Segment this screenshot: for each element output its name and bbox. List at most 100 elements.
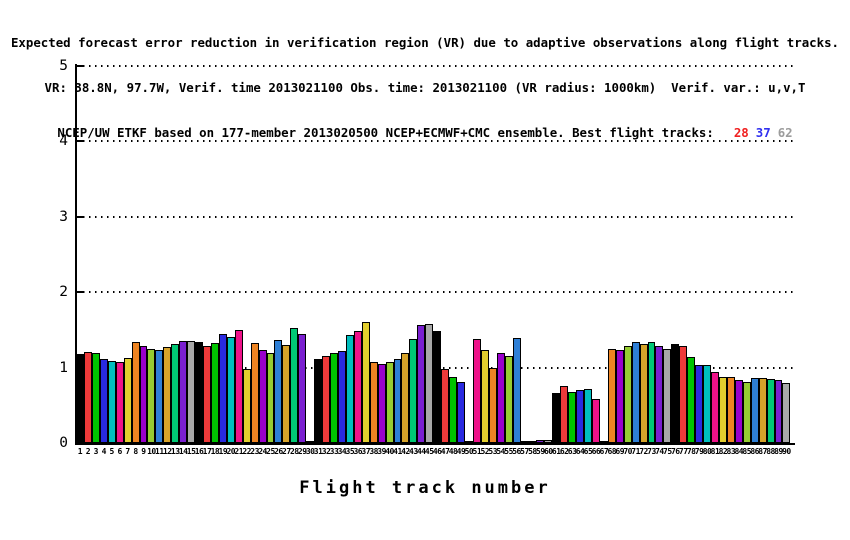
- flight-track-bar-41: [394, 359, 402, 443]
- flight-track-bar-19: [219, 334, 227, 443]
- y-axis-label-3: 3: [40, 209, 68, 225]
- flight-track-bar-4: [100, 359, 108, 443]
- x-axis-label-9: 9: [141, 447, 145, 456]
- flight-track-bar-78: [687, 357, 695, 443]
- x-tick-cell: 1: [76, 447, 84, 457]
- flight-track-bar-72: [640, 344, 648, 443]
- flight-track-bar-18: [211, 343, 219, 443]
- x-tick-cell: 5: [108, 447, 116, 457]
- flight-track-bar-21: [235, 330, 243, 443]
- flight-track-bar-84: [735, 380, 743, 443]
- flight-track-bar-68: [608, 349, 616, 443]
- flight-track-bar-28: [290, 328, 298, 443]
- flight-track-bar-5: [108, 361, 116, 443]
- flight-track-bar-11: [155, 350, 163, 443]
- flight-track-bar-83: [727, 377, 735, 443]
- flight-track-bar-64: [576, 390, 584, 443]
- flight-track-bar-17: [203, 346, 211, 443]
- flight-track-bar-66: [592, 399, 600, 443]
- flight-track-bar-37: [362, 322, 370, 443]
- flight-track-bar-87: [759, 378, 767, 443]
- x-axis-label-1: 1: [78, 447, 82, 456]
- y-axis-label-0: 0: [40, 435, 68, 451]
- flight-track-bar-88: [767, 379, 775, 443]
- x-tick-cell: 6: [116, 447, 124, 457]
- flight-track-bar-70: [624, 346, 632, 443]
- flight-track-bar-24: [259, 350, 267, 443]
- flight-track-bar-90: [782, 383, 790, 443]
- flight-track-bar-1: [76, 354, 84, 443]
- x-axis-label-8: 8: [133, 447, 137, 456]
- flight-track-bar-67: [600, 441, 608, 443]
- y-axis-label-2: 2: [40, 284, 68, 300]
- flight-track-bar-13: [171, 344, 179, 443]
- y-axis-label-4: 4: [40, 133, 68, 149]
- x-axis-label-7: 7: [125, 447, 129, 456]
- x-axis-label-6: 6: [117, 447, 121, 456]
- flight-track-bar-57: [521, 441, 529, 443]
- flight-track-bar-9: [140, 346, 148, 443]
- flight-track-bar-3: [92, 353, 100, 443]
- flight-track-bar-26: [274, 340, 282, 443]
- flight-track-bar-2: [84, 352, 92, 443]
- flight-track-bar-34: [338, 351, 346, 443]
- x-axis-label-5: 5: [110, 447, 114, 456]
- x-tick-cell: 7: [124, 447, 132, 457]
- flight-track-bar-14: [179, 341, 187, 443]
- flight-track-bar-40: [386, 362, 394, 443]
- flight-track-bar-23: [251, 343, 259, 443]
- flight-track-bar-81: [711, 372, 719, 443]
- flight-track-bar-76: [671, 344, 679, 443]
- x-tick-cell: 3: [92, 447, 100, 457]
- x-axis-tick-labels: 1234567891011121314151617181920212223242…: [76, 447, 791, 457]
- x-axis-label-4: 4: [102, 447, 106, 456]
- flight-track-bar-49: [457, 382, 465, 443]
- flight-track-bar-59: [536, 440, 544, 443]
- x-tick-cell: 4: [100, 447, 108, 457]
- flight-track-bar-48: [449, 377, 457, 443]
- flight-track-bar-45: [425, 324, 433, 443]
- flight-track-bar-63: [568, 392, 576, 443]
- flight-track-bar-7: [124, 358, 132, 443]
- flight-track-bar-65: [584, 389, 592, 443]
- flight-track-bar-51: [473, 339, 481, 443]
- flight-track-bar-79: [695, 365, 703, 443]
- x-tick-cell: 8: [132, 447, 140, 457]
- flight-track-bar-58: [528, 441, 536, 443]
- flight-track-bar-29: [298, 334, 306, 443]
- flight-track-bar-61: [552, 393, 560, 443]
- y-axis-label-1: 1: [40, 360, 68, 376]
- flight-track-bar-53: [489, 368, 497, 443]
- bar-series: [76, 66, 791, 443]
- flight-track-bar-42: [401, 353, 409, 443]
- flight-track-bar-39: [378, 364, 386, 443]
- flight-track-bar-82: [719, 377, 727, 443]
- flight-track-bar-27: [282, 345, 290, 443]
- x-tick-cell: 2: [84, 447, 92, 457]
- flight-track-bar-62: [560, 386, 568, 443]
- flight-track-bar-15: [187, 341, 195, 443]
- flight-track-bar-20: [227, 337, 235, 443]
- flight-track-bar-71: [632, 342, 640, 443]
- flight-track-bar-73: [648, 342, 656, 443]
- flight-track-bar-33: [330, 353, 338, 443]
- x-axis-label-90: 90: [782, 447, 791, 456]
- flight-track-bar-31: [314, 359, 322, 443]
- flight-track-bar-56: [513, 338, 521, 443]
- flight-track-bar-12: [163, 347, 171, 443]
- flight-track-bar-16: [195, 342, 203, 443]
- x-axis-label-2: 2: [86, 447, 90, 456]
- flight-track-bar-22: [243, 369, 251, 443]
- flight-track-bar-8: [132, 342, 140, 443]
- flight-track-bar-32: [322, 356, 330, 443]
- flight-track-bar-54: [497, 353, 505, 443]
- flight-track-bar-55: [505, 356, 513, 443]
- flight-track-bar-77: [679, 346, 687, 443]
- y-axis-label-5: 5: [40, 58, 68, 74]
- plot-area: 012345 123456789101112131415161718192021…: [0, 0, 850, 540]
- flight-track-bar-89: [775, 380, 783, 443]
- flight-track-bar-80: [703, 365, 711, 443]
- flight-track-bar-44: [417, 325, 425, 443]
- flight-track-bar-75: [663, 349, 671, 443]
- x-tick-cell: 90: [782, 447, 790, 457]
